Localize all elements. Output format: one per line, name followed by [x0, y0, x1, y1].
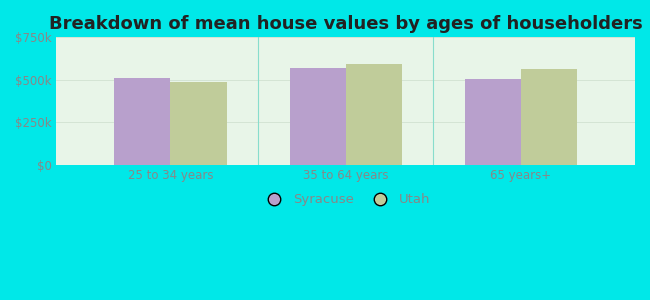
Bar	[114, 78, 170, 165]
Bar	[170, 82, 227, 165]
Bar	[346, 64, 402, 165]
Legend: Syracuse, Utah: Syracuse, Utah	[256, 188, 436, 212]
Bar	[465, 79, 521, 165]
Bar	[521, 69, 577, 165]
Title: Breakdown of mean house values by ages of householders: Breakdown of mean house values by ages o…	[49, 15, 643, 33]
Bar	[290, 68, 346, 165]
